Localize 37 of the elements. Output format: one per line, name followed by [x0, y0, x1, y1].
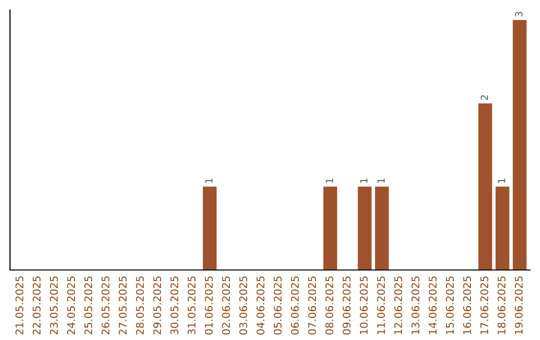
x-tick-label: 02.06.2025 [222, 276, 230, 335]
x-tick-label: 17.06.2025 [480, 276, 488, 334]
x-tick-label: 25.05.2025 [84, 276, 92, 334]
x-tick-label: 14.06.2025 [428, 276, 437, 334]
x-tick-label: 24.05.2025 [67, 276, 76, 334]
x-tick-label: 07.06.2025 [308, 276, 316, 335]
x-tick-label: 18.06.2025 [498, 276, 506, 334]
x-tick-label: 09.06.2025 [342, 276, 351, 335]
x-tick-label: 27.05.2025 [118, 276, 127, 334]
data-label: 1 [378, 178, 385, 183]
x-tick-label: 05.06.2025 [274, 276, 282, 335]
data-label: 1 [360, 178, 368, 183]
x-tick-label: 28.05.2025 [136, 276, 144, 334]
x-tick-label: 12.06.2025 [394, 276, 402, 334]
x-tick-label: 16.06.2025 [463, 276, 472, 334]
x-tick-label: 01.06.2025 [204, 276, 213, 335]
data-label: 3 [515, 12, 522, 16]
x-tick-label: 11.06.2025 [377, 276, 385, 334]
data-label: 1 [326, 178, 333, 183]
data-label: 2 [480, 95, 488, 100]
x-tick-label: 19.06.2025 [514, 276, 523, 334]
x-tick-label: 06.06.2025 [290, 276, 299, 335]
x-tick-label: 21.05.2025 [15, 276, 24, 334]
x-tick-label: 13.06.2025 [412, 276, 420, 334]
x-tick-label: 23.05.2025 [50, 276, 58, 334]
x-tick-label: 03.06.2025 [239, 276, 248, 335]
x-tick-label: 26.05.2025 [102, 276, 110, 334]
data-label: 1 [498, 178, 506, 183]
x-tick-label: 22.05.2025 [32, 276, 41, 334]
x-tick-label: 29.05.2025 [153, 276, 162, 334]
data-label: 1 [205, 178, 212, 183]
x-tick-label: 10.06.2025 [360, 276, 368, 334]
x-tick-label: 04.06.2025 [256, 276, 264, 335]
x-tick-label: 30.05.2025 [170, 276, 178, 334]
x-tick-label: 08.06.2025 [325, 276, 334, 335]
x-tick-label: 15.06.2025 [446, 276, 454, 334]
x-tick-label: 31.05.2025 [188, 276, 196, 334]
